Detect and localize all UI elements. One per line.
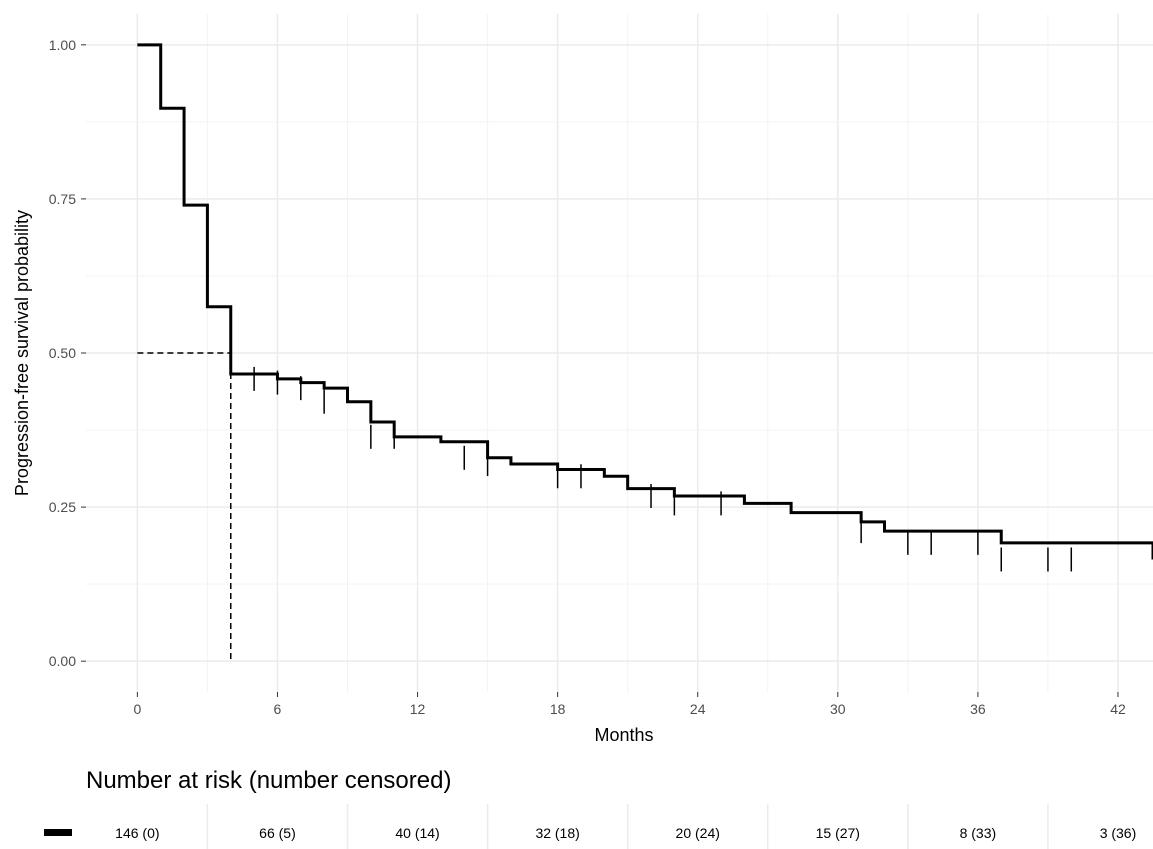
- x-tick-label: 24: [690, 701, 706, 717]
- median-guide-lines: [137, 352, 232, 662]
- risk-table-value: 32 (18): [535, 825, 579, 841]
- y-tick-label: 0.75: [49, 191, 76, 207]
- y-axis-title: Progression-free survival probability: [12, 210, 32, 496]
- risk-table-value: 146 (0): [115, 825, 159, 841]
- risk-table-title: Number at risk (number censored): [86, 767, 451, 794]
- risk-table-legend-swatch: [44, 829, 72, 836]
- x-tick-label: 0: [133, 701, 141, 717]
- y-tick-label: 0.50: [49, 345, 76, 361]
- x-tick-label: 42: [1110, 701, 1126, 717]
- x-tick-label: 6: [274, 701, 282, 717]
- y-tick-label: 1.00: [49, 37, 76, 53]
- x-tick-label: 36: [970, 701, 986, 717]
- censor-marks: [253, 366, 1073, 572]
- risk-table-grid: [206, 804, 1049, 849]
- y-tick-label: 0.00: [49, 653, 76, 669]
- risk-table-value: 15 (27): [816, 825, 860, 841]
- axis-ticks: 0 6 12 18 24 30 36 42 0.00 0.25 0.50 0.75 1.00: [49, 37, 1126, 717]
- risk-table-value: 3 (36): [1100, 825, 1137, 841]
- risk-table-value: 20 (24): [676, 825, 720, 841]
- x-tick-label: 12: [410, 701, 426, 717]
- x-axis-title: Months: [594, 725, 653, 745]
- y-tick-label: 0.25: [49, 499, 76, 515]
- x-tick-label: 18: [550, 701, 566, 717]
- risk-table-value: 8 (33): [960, 825, 997, 841]
- risk-table-value: 40 (14): [395, 825, 439, 841]
- grid-lines: [86, 14, 1153, 692]
- risk-table-value: 66 (5): [259, 825, 296, 841]
- survival-curve: [137, 43, 1153, 560]
- risk-table-values: 146 (0) 66 (5) 40 (14) 32 (18) 20 (24) 15 (27…: [115, 825, 1136, 841]
- survival-curve-layer: [137, 43, 1153, 560]
- x-tick-label: 30: [830, 701, 846, 717]
